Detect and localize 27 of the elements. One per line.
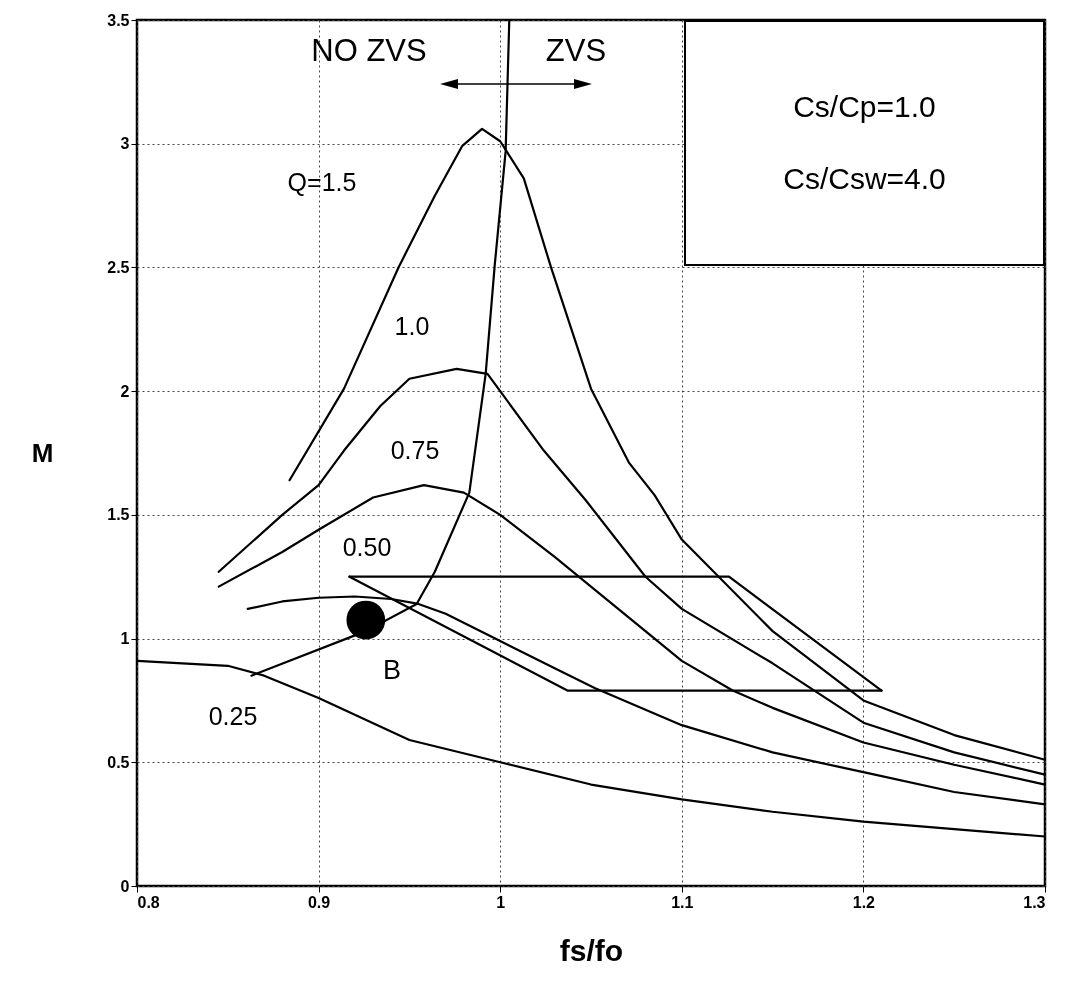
- x-tick-label: 0.9: [307, 893, 331, 911]
- y-tick-label: 1: [120, 630, 130, 648]
- x-axis-title: fs/fo: [559, 933, 624, 967]
- y-tick-label: 0.5: [107, 753, 130, 771]
- x-tick-label: 1.1: [671, 893, 694, 911]
- y-tick-label: 1.5: [107, 506, 130, 524]
- annotation: 0.50: [342, 532, 392, 561]
- x-tick-label: 1.2: [852, 893, 876, 911]
- x-tick-label: 1.3: [1023, 893, 1046, 911]
- annotation: Q=1.5: [287, 167, 357, 196]
- x-tick-label: 0.8: [137, 893, 160, 911]
- annotation: 1.0: [394, 311, 430, 340]
- y-tick-label: 2.5: [107, 258, 130, 276]
- annotation: ZVS: [545, 32, 607, 68]
- annotation: 0.75: [390, 435, 440, 464]
- annotation: Cs/Csw=4.0: [783, 162, 946, 196]
- x-tick-label: 1: [496, 893, 506, 911]
- annotation: B: [382, 654, 402, 685]
- y-tick-label: 0: [120, 877, 130, 895]
- parameter-box: Cs/Cp=1.0 Cs/Csw=4.0: [684, 20, 1045, 266]
- y-tick-label: 2: [120, 382, 130, 400]
- annotation: Cs/Cp=1.0: [793, 90, 936, 124]
- y-tick-label: 3: [120, 135, 130, 153]
- y-axis-title: M: [31, 437, 54, 468]
- annotation: NO ZVS: [311, 32, 427, 68]
- y-tick-label: 3.5: [107, 11, 130, 29]
- annotation: 0.25: [208, 701, 258, 730]
